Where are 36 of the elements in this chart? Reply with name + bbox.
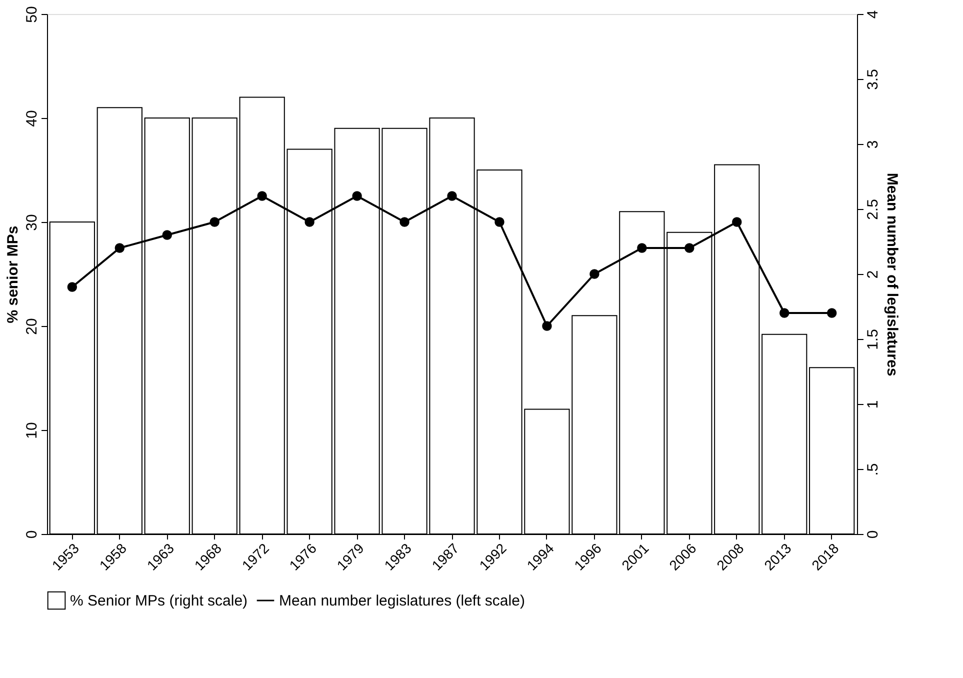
point	[352, 191, 362, 201]
point	[304, 217, 314, 227]
y-tick-label: 10	[24, 422, 40, 439]
point	[779, 308, 790, 318]
y2-tick-label: 1	[864, 400, 882, 409]
point	[732, 217, 742, 227]
point	[684, 243, 694, 253]
point	[447, 191, 457, 201]
y-tick-label: 0	[24, 530, 40, 539]
point	[257, 191, 267, 201]
point	[542, 321, 552, 331]
y2-tick-label: .5	[864, 463, 882, 476]
point	[67, 282, 78, 292]
y-tick-label: 30	[24, 214, 40, 231]
legend-label: Mean number legislatures (left scale)	[279, 592, 525, 610]
point	[114, 243, 125, 253]
y-axis-title: % senior MPs	[4, 226, 22, 324]
y2-tick-label: 3	[864, 140, 882, 149]
y2-tick-label: 1.5	[864, 329, 882, 350]
point	[210, 217, 220, 227]
point	[162, 230, 172, 240]
point	[590, 269, 600, 279]
y2-tick-label: 4	[864, 10, 882, 19]
point	[400, 217, 410, 227]
point	[637, 243, 647, 253]
y2-tick-label: 3.5	[864, 69, 882, 90]
point	[826, 308, 837, 318]
y2-tick-label: 2	[864, 270, 882, 279]
y-tick-label: 40	[24, 110, 40, 127]
y2-tick-label: 2.5	[864, 199, 882, 220]
point	[494, 217, 504, 227]
y2-axis-title: Mean number of legislatures	[884, 172, 900, 376]
y-tick-label: 50	[24, 6, 40, 23]
y2-tick-label: 0	[864, 530, 882, 539]
y-tick-label: 20	[24, 318, 40, 335]
legend-label: % Senior MPs (right scale)	[70, 592, 248, 610]
